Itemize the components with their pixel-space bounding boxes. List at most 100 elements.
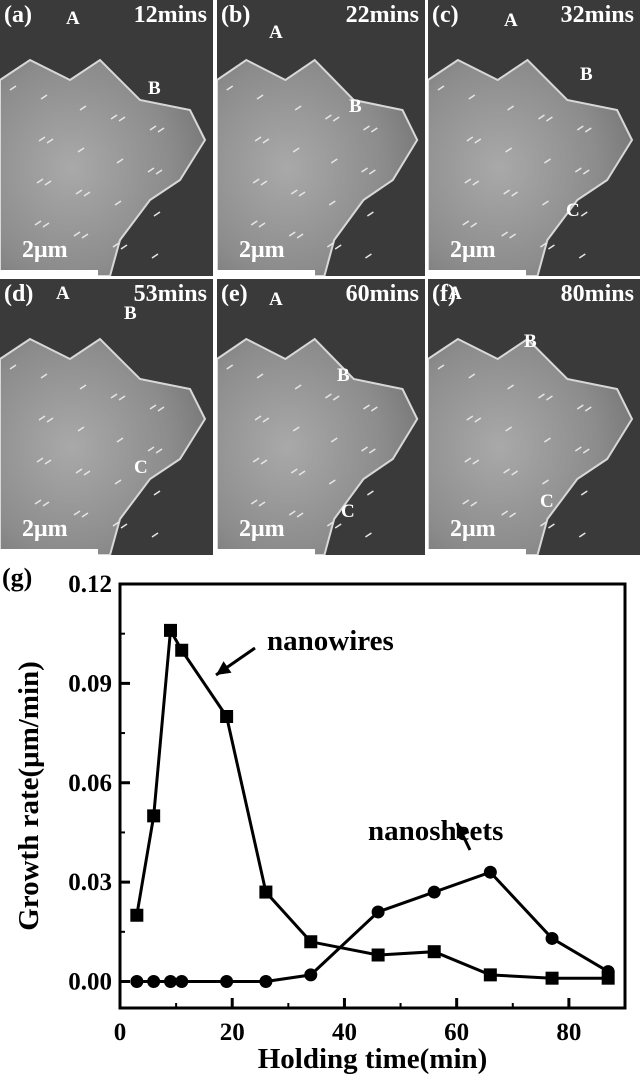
nanostructure-streak bbox=[334, 523, 342, 529]
nanowires-point bbox=[483, 968, 497, 982]
nanowires-line bbox=[135, 625, 609, 980]
nanostructure-streak bbox=[44, 180, 52, 186]
y-tick-label: 0.09 bbox=[68, 670, 112, 697]
nanostructure-streak bbox=[155, 448, 163, 454]
nanostructure-streak bbox=[503, 468, 511, 474]
nanosheets-point bbox=[220, 975, 234, 988]
nanostructure-streak bbox=[546, 116, 553, 122]
nanostructure-streak bbox=[334, 244, 342, 250]
nanostructure-streak bbox=[157, 406, 165, 412]
nanostructure-streak bbox=[116, 437, 124, 443]
feature-marker: B bbox=[124, 303, 137, 324]
nanostructure-streak bbox=[147, 446, 155, 452]
nanostructure-streak bbox=[294, 384, 302, 390]
series-annotation: nanowires bbox=[267, 625, 394, 657]
nanostructure-streak bbox=[464, 178, 472, 184]
nanostructure-streak bbox=[81, 512, 89, 518]
nanowires-point bbox=[371, 948, 385, 962]
scale-bar bbox=[428, 549, 526, 555]
nanostructure-streak bbox=[505, 426, 513, 432]
panel-label: (b) bbox=[221, 2, 251, 28]
feature-marker: A bbox=[448, 283, 462, 304]
nanostructure-streak bbox=[9, 85, 17, 91]
scale-label: 2μm bbox=[22, 237, 68, 263]
nanostructure-streak bbox=[578, 253, 586, 259]
nanostructure-streak bbox=[34, 499, 42, 505]
nanostructure-streak bbox=[118, 116, 126, 122]
nanostructure-streak bbox=[472, 180, 480, 186]
nanostructure-streak bbox=[584, 406, 592, 412]
nanosheets-point bbox=[175, 975, 189, 988]
particle-shape bbox=[0, 337, 207, 555]
nanowires-point bbox=[545, 971, 559, 985]
panel-label-g: (g) bbox=[2, 563, 32, 592]
feature-marker: B bbox=[524, 331, 537, 352]
nanostructure-streak bbox=[81, 233, 89, 239]
scale-label: 2μm bbox=[450, 237, 496, 263]
nanostructure-streak bbox=[580, 490, 588, 496]
panel-label: (a) bbox=[4, 2, 32, 28]
nanostructure-streak bbox=[330, 437, 338, 443]
x-tick-label: 80 bbox=[556, 1019, 581, 1046]
nanostructure-streak bbox=[290, 189, 298, 195]
nanostructure-streak bbox=[114, 200, 122, 206]
nanostructure-streak bbox=[42, 501, 50, 507]
nanostructure-streak bbox=[574, 167, 582, 173]
nanosheets-point bbox=[545, 931, 559, 945]
nanostructure-streak bbox=[252, 178, 260, 184]
nanosheets-point bbox=[130, 975, 144, 988]
nanostructure-streak bbox=[75, 189, 83, 195]
nanostructure-streak bbox=[330, 158, 338, 164]
nanostructure-streak bbox=[250, 499, 258, 505]
nanosheets-point bbox=[601, 965, 615, 979]
x-axis-title: Holding time(min) bbox=[258, 1043, 488, 1075]
particle-shape bbox=[217, 58, 419, 276]
nanostructure-streak bbox=[79, 384, 87, 390]
nanosheets-point bbox=[304, 968, 318, 982]
x-tick-label: 40 bbox=[332, 1019, 357, 1046]
nanostructure-streak bbox=[155, 169, 163, 175]
nanostructure-streak bbox=[324, 393, 332, 399]
nanostructure-streak bbox=[366, 211, 374, 217]
nanostructure-streak bbox=[262, 417, 270, 423]
nanostructure-streak bbox=[44, 459, 52, 465]
panel-time: 32mins bbox=[560, 2, 634, 28]
nanostructure-streak bbox=[511, 191, 519, 197]
feature-marker: B bbox=[349, 96, 362, 117]
nanostructure-streak bbox=[292, 147, 300, 153]
feature-marker: A bbox=[269, 22, 283, 43]
nanostructure-streak bbox=[226, 364, 234, 370]
nanostructure-streak bbox=[503, 189, 511, 195]
scale-bar bbox=[0, 270, 98, 276]
nanostructure-streak bbox=[9, 364, 17, 370]
nanosheets-point bbox=[371, 905, 385, 919]
nanostructure-streak bbox=[582, 448, 590, 454]
nanostructure-streak bbox=[42, 222, 50, 228]
nanostructure-streak bbox=[538, 393, 545, 399]
nanostructure-streak bbox=[79, 105, 87, 111]
nanostructure-streak bbox=[112, 242, 120, 248]
y-axis-title: Growth rate(μm/min) bbox=[13, 661, 45, 931]
feature-marker: A bbox=[269, 289, 283, 310]
nanostructure-streak bbox=[464, 457, 472, 463]
nanostructure-streak bbox=[580, 211, 588, 217]
nanosheets-point bbox=[259, 975, 273, 988]
nanostructure-streak bbox=[252, 457, 260, 463]
particle-shape bbox=[428, 58, 634, 276]
nanosheets-point bbox=[483, 865, 497, 879]
nanostructure-streak bbox=[437, 85, 445, 91]
nanostructure-streak bbox=[254, 136, 262, 142]
nanostructure-streak bbox=[507, 105, 515, 111]
nanostructure-streak bbox=[83, 470, 91, 476]
nanostructure-streak bbox=[470, 501, 478, 507]
x-tick-label: 0 bbox=[114, 1019, 127, 1046]
nanostructure-streak bbox=[574, 446, 582, 452]
nanostructure-streak bbox=[326, 521, 334, 527]
micrograph-image bbox=[217, 58, 419, 276]
feature-marker: B bbox=[148, 78, 161, 99]
micrograph-panel: (d) 53mins A B C 2μm bbox=[0, 279, 213, 555]
nanostructure-streak bbox=[260, 180, 268, 186]
nanowires-point bbox=[175, 643, 189, 657]
nanostructure-streak bbox=[509, 512, 517, 518]
nanostructure-streak bbox=[363, 125, 370, 131]
